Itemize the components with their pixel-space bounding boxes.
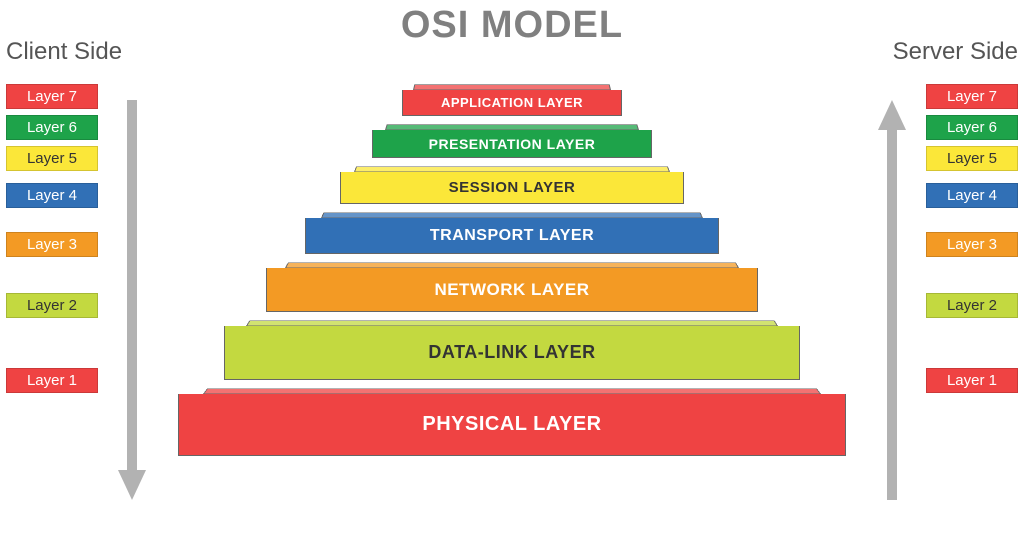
layer-badge: Layer 7 — [6, 84, 98, 109]
layer-badge: Layer 4 — [926, 183, 1018, 208]
layer-badge: Layer 3 — [6, 232, 98, 257]
pyramid-step-label: PHYSICAL LAYER — [178, 394, 846, 456]
pyramid-step: TRANSPORT LAYER — [305, 208, 719, 254]
pyramid-step: PRESENTATION LAYER — [372, 120, 652, 158]
layer-badge: Layer 6 — [926, 115, 1018, 140]
server-arrow-up — [878, 100, 906, 500]
pyramid-step-label: PRESENTATION LAYER — [372, 130, 652, 158]
pyramid-step-label: SESSION LAYER — [340, 172, 684, 204]
layer-badge: Layer 3 — [926, 232, 1018, 257]
pyramid-step-top — [385, 124, 639, 130]
layer-badge: Layer 7 — [926, 84, 1018, 109]
client-side-title: Client Side — [6, 38, 122, 66]
pyramid-step: APPLICATION LAYER — [402, 80, 622, 116]
layer-badge: Layer 5 — [926, 146, 1018, 171]
pyramid-step: SESSION LAYER — [340, 162, 684, 204]
layer-badge: Layer 2 — [6, 293, 98, 318]
pyramid-step: DATA-LINK LAYER — [224, 316, 800, 380]
layer-badge: Layer 6 — [6, 115, 98, 140]
client-side-column: Client Side Layer 7 Layer 6 Layer 5 Layer 4… — [6, 38, 136, 393]
pyramid-step-top — [413, 84, 611, 90]
layer-badge: Layer 1 — [926, 368, 1018, 393]
client-arrow-down — [118, 100, 146, 500]
layer-badge: Layer 2 — [926, 293, 1018, 318]
pyramid-step: PHYSICAL LAYER — [178, 384, 846, 456]
pyramid-step-top — [203, 388, 821, 394]
pyramid-step: NETWORK LAYER — [266, 258, 758, 312]
pyramid-step-label: APPLICATION LAYER — [402, 90, 622, 116]
osi-pyramid: APPLICATION LAYER PRESENTATION LAYER SESSI… — [170, 80, 854, 535]
pyramid-step-top — [354, 166, 670, 172]
pyramid-step-label: NETWORK LAYER — [266, 268, 758, 312]
diagram-title: OSI MODEL — [0, 4, 1024, 47]
layer-badge: Layer 5 — [6, 146, 98, 171]
server-side-title: Server Side — [893, 38, 1018, 66]
layer-badge: Layer 4 — [6, 183, 98, 208]
server-side-column: Server Side Layer 7 Layer 6 Layer 5 Layer 4… — [888, 38, 1018, 393]
pyramid-step-top — [321, 212, 703, 218]
layer-badge: Layer 1 — [6, 368, 98, 393]
pyramid-step-top — [285, 262, 739, 268]
pyramid-step-label: TRANSPORT LAYER — [305, 218, 719, 254]
pyramid-step-label: DATA-LINK LAYER — [224, 326, 800, 380]
pyramid-step-top — [246, 320, 778, 326]
